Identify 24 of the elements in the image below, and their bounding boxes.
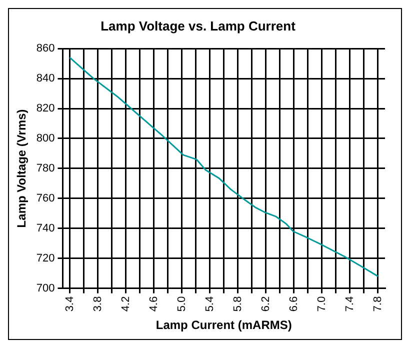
y-tick-label: 720: [36, 252, 55, 264]
y-tick-label: 840: [36, 72, 55, 85]
text: 5.0: [176, 296, 188, 312]
x-tick-label: 3.8: [92, 296, 104, 312]
x-tick-label: 4.6: [148, 296, 160, 312]
x-tick-label: 7.8: [372, 296, 384, 312]
y-tick-label: 740: [36, 222, 55, 234]
x-axis-title: Lamp Current (mARMS): [156, 318, 292, 332]
x-tick-label: 6.2: [260, 296, 272, 312]
y-tick-label: 800: [36, 132, 55, 145]
x-tick-label: 7.4: [344, 296, 356, 312]
chart-title: Lamp Voltage vs. Lamp Current: [100, 18, 296, 34]
y-tick-label: 760: [36, 192, 55, 204]
x-tick-label: 5.4: [204, 296, 216, 312]
x-tick-label: 5.8: [232, 296, 244, 312]
text: 7.0: [316, 296, 328, 312]
x-tick-label: 6.6: [288, 296, 300, 312]
x-tick-label: 3.4: [64, 296, 76, 312]
y-tick-label: 780: [36, 162, 55, 174]
y-axis-title: Lamp Voltage (Vrms): [14, 109, 29, 228]
y-tick-label: 700: [36, 282, 55, 294]
y-tick-label: 820: [36, 102, 55, 115]
y-tick-label: 860: [36, 42, 55, 55]
x-tick-label: 4.2: [120, 296, 132, 312]
